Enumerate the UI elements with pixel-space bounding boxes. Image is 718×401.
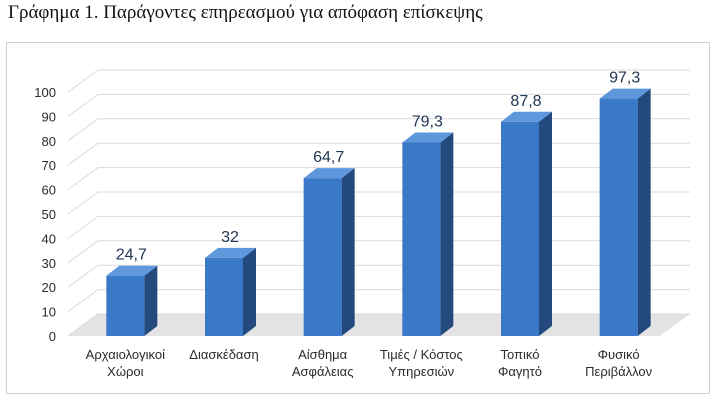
- gridline: [67, 142, 690, 166]
- gridline: [67, 264, 690, 288]
- chart-caption: Γράφημα 1. Παράγοντες επηρεασμού για από…: [8, 2, 483, 23]
- bar-side: [539, 111, 552, 336]
- bar-front: [205, 257, 243, 336]
- chart-floor: [68, 314, 690, 336]
- data-label: 32: [221, 229, 239, 246]
- bar-front: [599, 98, 638, 336]
- gridline: [67, 69, 690, 93]
- bars: [106, 88, 651, 336]
- bar: [303, 168, 355, 336]
- bar-side: [341, 168, 355, 336]
- data-label: 87,8: [510, 93, 541, 110]
- bar-side: [440, 132, 454, 336]
- category-label: Τιμές / Κόστος Υπηρεσιών: [380, 347, 463, 379]
- y-tick-label: 100: [34, 85, 56, 100]
- data-labels: 24,7 32 64,7 79,3 87,8 97,3: [116, 70, 641, 264]
- data-label: 97,3: [609, 70, 640, 87]
- y-tick-label: 50: [42, 207, 56, 222]
- bar-side: [243, 247, 256, 336]
- y-tick-label: 70: [42, 158, 56, 173]
- gridline: [67, 215, 690, 239]
- y-tick-label: 90: [42, 109, 56, 124]
- bar-top: [303, 168, 355, 179]
- bar-front: [106, 275, 145, 336]
- gridline: [67, 118, 690, 142]
- category-label: Αίσθημα Ασφάλειας: [292, 347, 354, 379]
- y-axis-ticks: 0 10 20 30 40 50 60 70 80 90 100: [34, 85, 56, 344]
- gridline: [67, 313, 690, 337]
- category-label: Αρχαιολογικοί Χώροι: [86, 347, 165, 379]
- category-labels: Αρχαιολογικοί Χώροι Διασκέδαση Αίσθημα Ασφάλ…: [86, 347, 652, 379]
- gridline: [67, 240, 690, 264]
- data-label: 79,3: [412, 114, 443, 131]
- category-label: Διασκέδαση: [189, 347, 258, 362]
- y-tick-label: 30: [42, 256, 56, 271]
- bar-top: [599, 88, 651, 99]
- category-label: Φυσικό Περιβάλλον: [585, 347, 652, 379]
- bar: [402, 132, 454, 336]
- bar-side: [144, 265, 158, 336]
- data-label: 24,7: [116, 247, 147, 264]
- gridlines: [67, 69, 690, 337]
- category-label: Τοπικό Φαγητό: [498, 347, 542, 379]
- bar-side: [637, 88, 651, 336]
- bar: [599, 88, 651, 336]
- bar: [106, 265, 158, 336]
- gridline: [67, 93, 690, 117]
- bar-front: [303, 178, 342, 336]
- bar: [205, 247, 256, 336]
- bar-top: [205, 247, 256, 258]
- bar-top: [106, 265, 158, 276]
- y-tick-label: 0: [49, 329, 56, 344]
- bar-top: [501, 111, 552, 122]
- y-tick-label: 80: [42, 134, 56, 149]
- bar-top: [402, 132, 454, 143]
- bar-front: [402, 142, 441, 336]
- y-tick-label: 60: [42, 183, 56, 198]
- y-tick-label: 10: [42, 305, 56, 320]
- gridline: [67, 289, 690, 313]
- gridline: [67, 191, 690, 215]
- y-tick-label: 40: [42, 231, 56, 246]
- gridline: [67, 167, 690, 191]
- bar: [501, 111, 552, 336]
- bar-front: [501, 121, 539, 336]
- y-tick-label: 20: [42, 280, 56, 295]
- data-label: 64,7: [313, 149, 344, 166]
